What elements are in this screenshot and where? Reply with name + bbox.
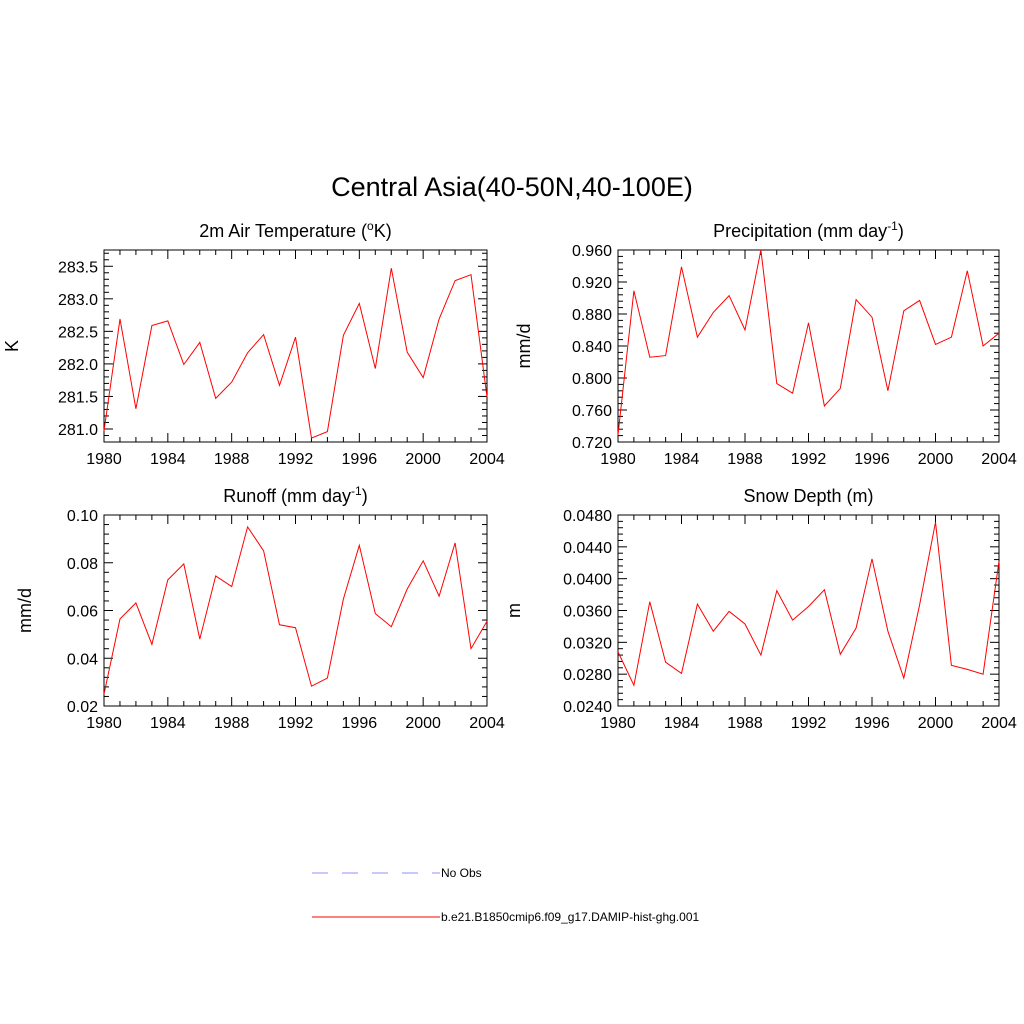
x-tick-label: 2000	[405, 451, 441, 468]
panel-title-end: K)	[374, 221, 392, 241]
y-tick-label: 283.5	[58, 259, 98, 276]
x-tick-label: 2004	[981, 451, 1017, 468]
y-tick-label: 281.5	[58, 389, 98, 406]
x-tick-label: 1988	[214, 715, 250, 732]
y-tick-label: 0.04	[67, 651, 98, 668]
x-tick-label: 1996	[342, 715, 378, 732]
x-tick-label: 2004	[469, 451, 505, 468]
y-tick-label: 0.0480	[563, 508, 612, 525]
x-tick-label: 1992	[278, 715, 314, 732]
x-tick-label: 1984	[150, 715, 186, 732]
series-line	[103, 525, 488, 695]
y-tick-label: 0.0240	[563, 699, 612, 716]
y-tick-label: 282.5	[58, 324, 98, 341]
legend-label-obs: No Obs	[441, 866, 482, 880]
panel-snow-depth: 1980 1984 1988 1992 1996 2000 2004 0.0240 0.0280…	[504, 486, 1017, 732]
plot-frame	[617, 514, 1000, 707]
y-tick-label: 0.720	[572, 435, 612, 452]
x-tick-label: 2000	[918, 451, 954, 468]
plot-frame	[103, 249, 488, 443]
y-tick-label: 282.0	[58, 357, 98, 374]
y-tick-label: 0.760	[572, 403, 612, 420]
x-tick-label: 1996	[854, 715, 890, 732]
x-tick-label: 1980	[86, 451, 122, 468]
x-tick-label: 1980	[600, 451, 636, 468]
panel-title-superscript: o	[367, 219, 374, 233]
x-tick-label: 1992	[791, 451, 827, 468]
y-axis-label: mm/d	[15, 588, 35, 633]
y-axis-label: m	[504, 603, 524, 618]
panel-title: 2m Air Temperature (oK)	[199, 219, 391, 241]
y-tick-label: 0.10	[67, 508, 98, 525]
x-tick-label: 1992	[791, 715, 827, 732]
plot-frame	[617, 249, 1000, 443]
plot-frame	[103, 514, 488, 707]
x-tick-label: 1984	[664, 715, 700, 732]
series-line	[617, 249, 1000, 435]
y-tick-label: 0.06	[67, 604, 98, 621]
panel-title: Snow Depth (m)	[743, 486, 873, 506]
panel-title: Precipitation (mm day-1)	[713, 219, 904, 241]
x-tick-label: 1996	[342, 451, 378, 468]
panel-title-superscript: -1	[887, 219, 898, 233]
y-tick-label: 0.880	[572, 307, 612, 324]
y-tick-label: 0.0320	[563, 635, 612, 652]
panel-title-end: )	[898, 221, 904, 241]
y-tick-label: 0.0400	[563, 572, 612, 589]
x-tick-label: 2004	[469, 715, 505, 732]
y-tick-label: 281.0	[58, 422, 98, 439]
y-tick-label: 0.0360	[563, 604, 612, 621]
legend: No Obs b.e21.B1850cmip6.f09_g17.DAMIP-hi…	[312, 866, 699, 924]
panel-title-end: )	[362, 486, 368, 506]
panel-precipitation: 1980 1984 1988 1992 1996 2000 2004 0.720 0.760 0.…	[514, 219, 1017, 468]
y-tick-label: 0.08	[67, 556, 98, 573]
y-tick-label: 0.0280	[563, 667, 612, 684]
y-tick-label: 0.0440	[563, 540, 612, 557]
y-axis-label: mm/d	[514, 324, 534, 369]
panel-title: Runoff (mm day-1)	[223, 484, 367, 506]
y-axis-label: K	[2, 340, 22, 352]
x-tick-label: 1988	[727, 715, 763, 732]
x-tick-label: 1988	[727, 451, 763, 468]
y-tick-label: 0.800	[572, 371, 612, 388]
x-tick-label: 1992	[278, 451, 314, 468]
panel-title-main: Precipitation (mm day	[713, 221, 887, 241]
x-tick-label: 1980	[86, 715, 122, 732]
panel-runoff: 1980 1984 1988 1992 1996 2000 2004 0.02 0.04 0.06…	[15, 484, 505, 732]
panel-temperature: 1980 1984 1988 1992 1996 2000 2004 281.0 281.5 28…	[2, 219, 505, 468]
series-line	[617, 522, 1000, 687]
y-tick-label: 0.840	[572, 339, 612, 356]
x-tick-label: 1980	[600, 715, 636, 732]
x-tick-label: 1984	[150, 451, 186, 468]
x-tick-label: 2000	[918, 715, 954, 732]
x-tick-label: 2000	[405, 715, 441, 732]
panel-title-superscript: -1	[351, 484, 362, 498]
y-tick-label: 0.02	[67, 699, 98, 716]
x-tick-label: 1996	[854, 451, 890, 468]
y-tick-label: 0.960	[572, 243, 612, 260]
x-tick-label: 1988	[214, 451, 250, 468]
panel-title-main: Runoff (mm day	[223, 486, 351, 506]
y-tick-label: 283.0	[58, 292, 98, 309]
panel-title-main: 2m Air Temperature (	[199, 221, 367, 241]
figure-title: Central Asia(40-50N,40-100E)	[331, 172, 693, 202]
panel-title-main: Snow Depth (m)	[743, 486, 873, 506]
x-tick-label: 1984	[664, 451, 700, 468]
x-tick-label: 2004	[981, 715, 1017, 732]
series-line	[103, 268, 488, 439]
y-tick-label: 0.920	[572, 275, 612, 292]
legend-label-model: b.e21.B1850cmip6.f09_g17.DAMIP-hist-ghg.…	[441, 910, 699, 924]
